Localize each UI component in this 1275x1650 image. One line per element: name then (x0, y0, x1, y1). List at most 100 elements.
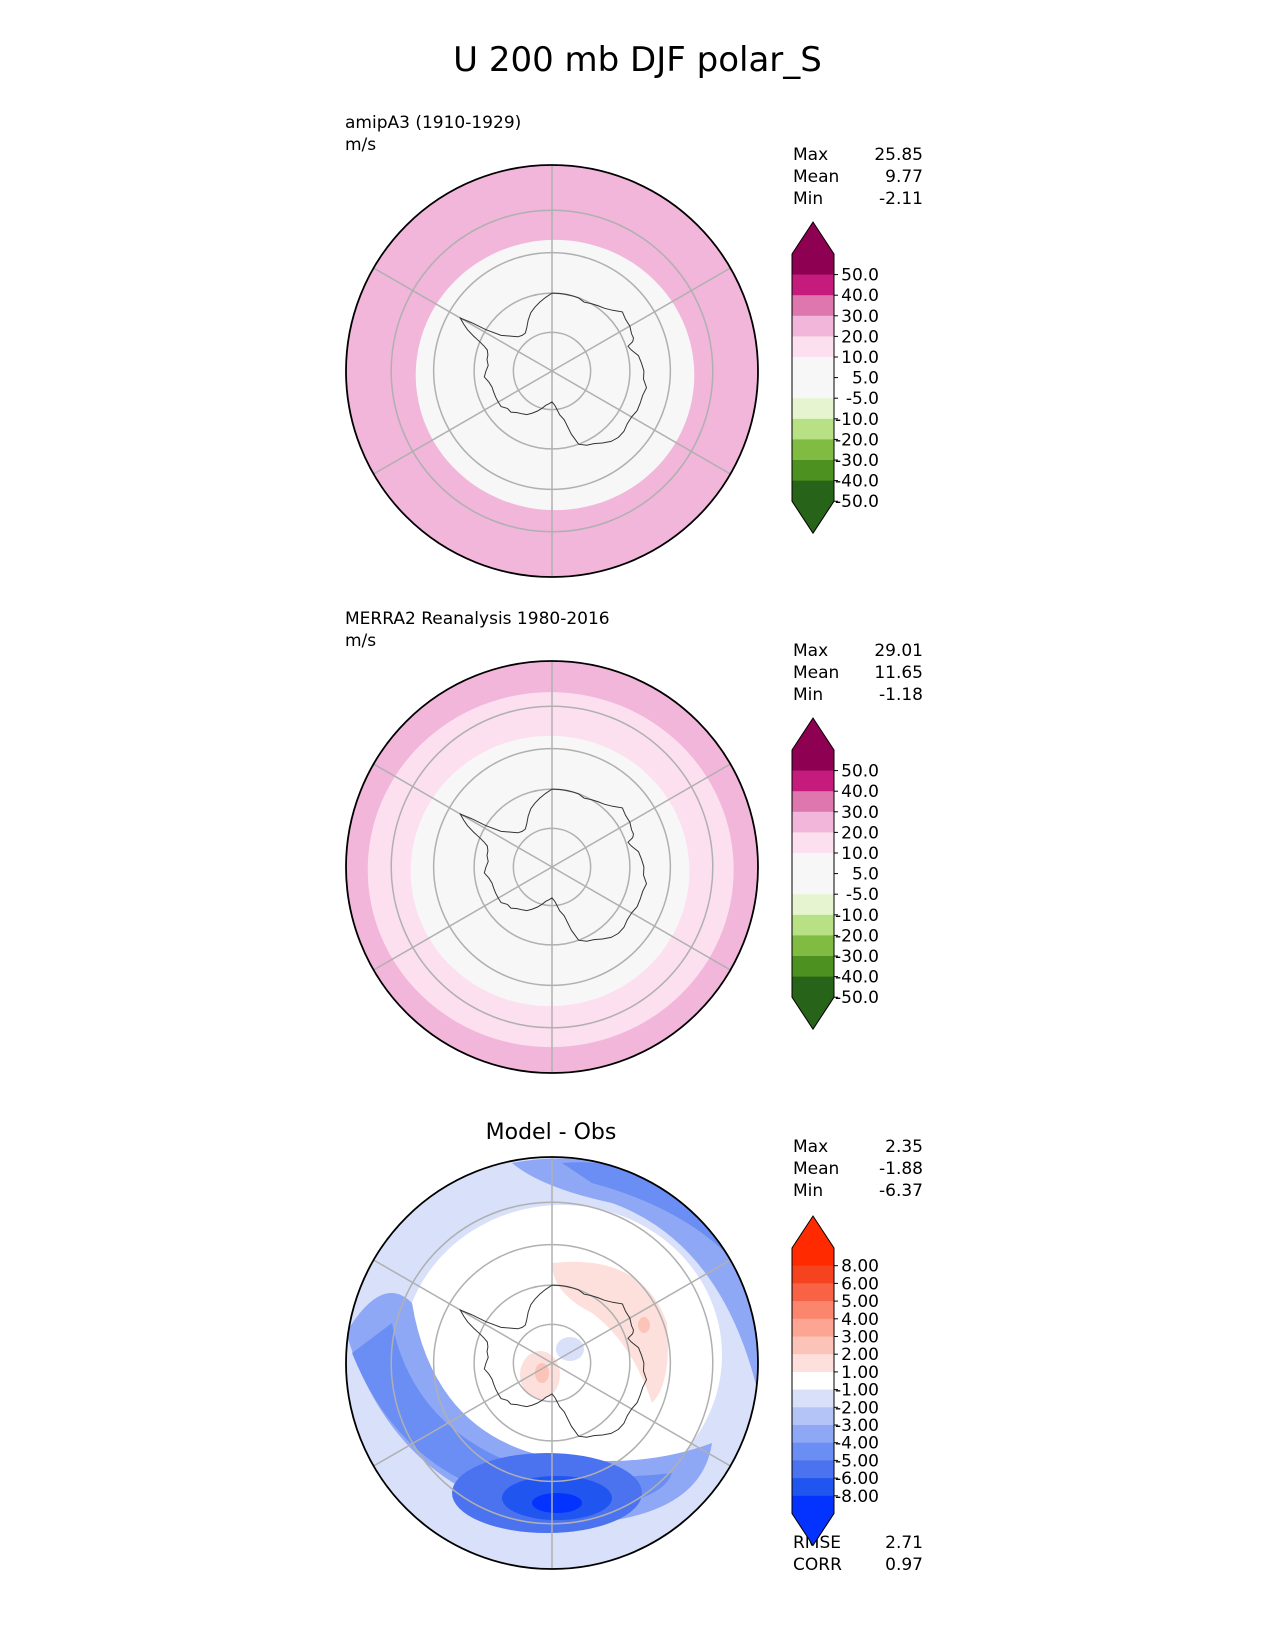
colorbar-tick-label: 5.0 (852, 865, 879, 885)
panel-2-label: MERRA2 Reanalysis 1980-2016 m/s (345, 608, 610, 652)
map-border (345, 660, 759, 1074)
colorbar-tick-label: -50.0 (835, 988, 879, 1008)
colorbar-tick-label: 1.00 (841, 1363, 879, 1383)
colorbar-segment (792, 1265, 834, 1284)
colorbar-tick-label: -10.0 (835, 410, 879, 430)
colorbar-tick-label: -1.00 (835, 1381, 879, 1401)
colorbar-tick-label: 2.00 (841, 1345, 879, 1365)
colorbar-segment (792, 1425, 834, 1444)
colorbar-extension (792, 718, 834, 750)
colorbar-tick-label: 20.0 (841, 823, 879, 843)
longitude-line (551, 763, 731, 868)
longitude-line (373, 1362, 553, 1467)
colorbar-tick-label: -5.00 (835, 1451, 879, 1471)
coastline (459, 1284, 648, 1438)
stat-row: Mean 9.77 (793, 167, 923, 187)
colorbar-segment (792, 315, 834, 337)
longitude-line (551, 1362, 731, 1467)
panel-3-stats: Max 2.35 Mean -1.88 Min -6.37 (793, 1136, 923, 1202)
colorbar-segment (792, 377, 834, 399)
colorbar-segment (792, 274, 834, 296)
colorbar-tick-label: 3.00 (841, 1328, 879, 1348)
longitude-line (551, 370, 731, 475)
coastline (459, 788, 648, 942)
colorbar-segment (792, 1460, 834, 1479)
colorbar-tick-label: 40.0 (841, 782, 879, 802)
colorbar-segment (792, 1248, 834, 1267)
colorbar-tick-label: -20.0 (835, 430, 879, 450)
colorbar-extension (792, 997, 834, 1030)
colorbar-tick-label: -2.00 (835, 1398, 879, 1418)
colorbar-segment (792, 853, 834, 875)
colorbar-segment (792, 770, 834, 792)
colorbar-tick-label: -10.0 (835, 906, 879, 926)
colorbar-segment (792, 791, 834, 813)
contour-band (346, 1293, 712, 1523)
colorbar-tick-label: 50.0 (841, 266, 879, 286)
colorbar-tick-label: -30.0 (835, 451, 879, 471)
colorbar-segment (792, 480, 834, 502)
polar-map-3 (345, 1156, 759, 1570)
colorbar-segment (792, 418, 834, 440)
colorbar-segment (792, 1407, 834, 1426)
colorbar-segment (792, 1371, 834, 1391)
contour-band (532, 1493, 582, 1513)
stat-row: Min -6.37 (793, 1181, 923, 1201)
colorbar-tick-label: 5.00 (841, 1292, 879, 1312)
colorbar-segment (792, 1442, 834, 1461)
colorbar-tick-label: 30.0 (841, 803, 879, 823)
colorbar-2: 50.040.030.020.010.05.0-5.0-10.0-20.0-30… (791, 717, 879, 1031)
panel-1-label: amipA3 (1910-1929) m/s (345, 112, 521, 156)
longitude-line (551, 267, 731, 372)
colorbar-tick-label: 10.0 (841, 844, 879, 864)
colorbar-segment (792, 935, 834, 957)
colorbar-tick-label: -30.0 (835, 947, 879, 967)
colorbar-tick-label: -40.0 (835, 472, 879, 492)
colorbar-tick-label: -50.0 (835, 492, 879, 512)
colorbar-segment (792, 832, 834, 854)
colorbar-segment (792, 1336, 834, 1355)
colorbar-tick-label: 30.0 (841, 307, 879, 327)
colorbar-tick-label: 4.00 (841, 1310, 879, 1330)
longitude-line (373, 866, 553, 971)
colorbar-segment (792, 956, 834, 978)
colorbar-segment (792, 1318, 834, 1337)
colorbar-segment (792, 1389, 834, 1408)
colorbar-tick-label: 5.0 (852, 369, 879, 389)
colorbar-tick-label: 8.00 (841, 1257, 879, 1277)
colorbar-segment (792, 439, 834, 461)
colorbar-segment (792, 750, 834, 772)
contour-band (535, 1363, 549, 1383)
colorbar-tick-label: 40.0 (841, 286, 879, 306)
contour-band (552, 1261, 668, 1403)
colorbar-segment (792, 873, 834, 895)
colorbar-extension (792, 1216, 834, 1248)
stat-row: Min -1.18 (793, 685, 923, 705)
colorbar-segment (792, 336, 834, 358)
colorbar-extension (792, 222, 834, 254)
colorbar-segment (792, 894, 834, 916)
colorbar-extension (792, 501, 834, 534)
colorbar-segment (792, 811, 834, 833)
panel-1-stats: Max 25.85 Mean 9.77 Min -2.11 (793, 144, 923, 210)
colorbar-tick-label: 50.0 (841, 762, 879, 782)
colorbar-segment (792, 1283, 834, 1302)
colorbar-tick-label: -40.0 (835, 968, 879, 988)
panel-2-title: MERRA2 Reanalysis 1980-2016 (345, 609, 610, 629)
stat-row: Max 25.85 (793, 145, 923, 165)
colorbar-1: 50.040.030.020.010.05.0-5.0-10.0-20.0-30… (791, 221, 879, 535)
colorbar-segment (792, 295, 834, 317)
map-border (345, 164, 759, 578)
colorbar-tick-label: -6.00 (835, 1469, 879, 1489)
colorbar-segment (792, 357, 834, 379)
colorbar-tick-label: 10.0 (841, 348, 879, 368)
colorbar-extension (792, 1513, 834, 1546)
longitude-line (551, 866, 731, 971)
stat-row: Min -2.11 (793, 189, 923, 209)
colorbar-segment (792, 976, 834, 998)
panel-2-stats: Max 29.01 Mean 11.65 Min -1.18 (793, 640, 923, 706)
colorbar-segment (792, 1301, 834, 1320)
coastline (459, 292, 648, 446)
colorbar-segment (792, 460, 834, 482)
